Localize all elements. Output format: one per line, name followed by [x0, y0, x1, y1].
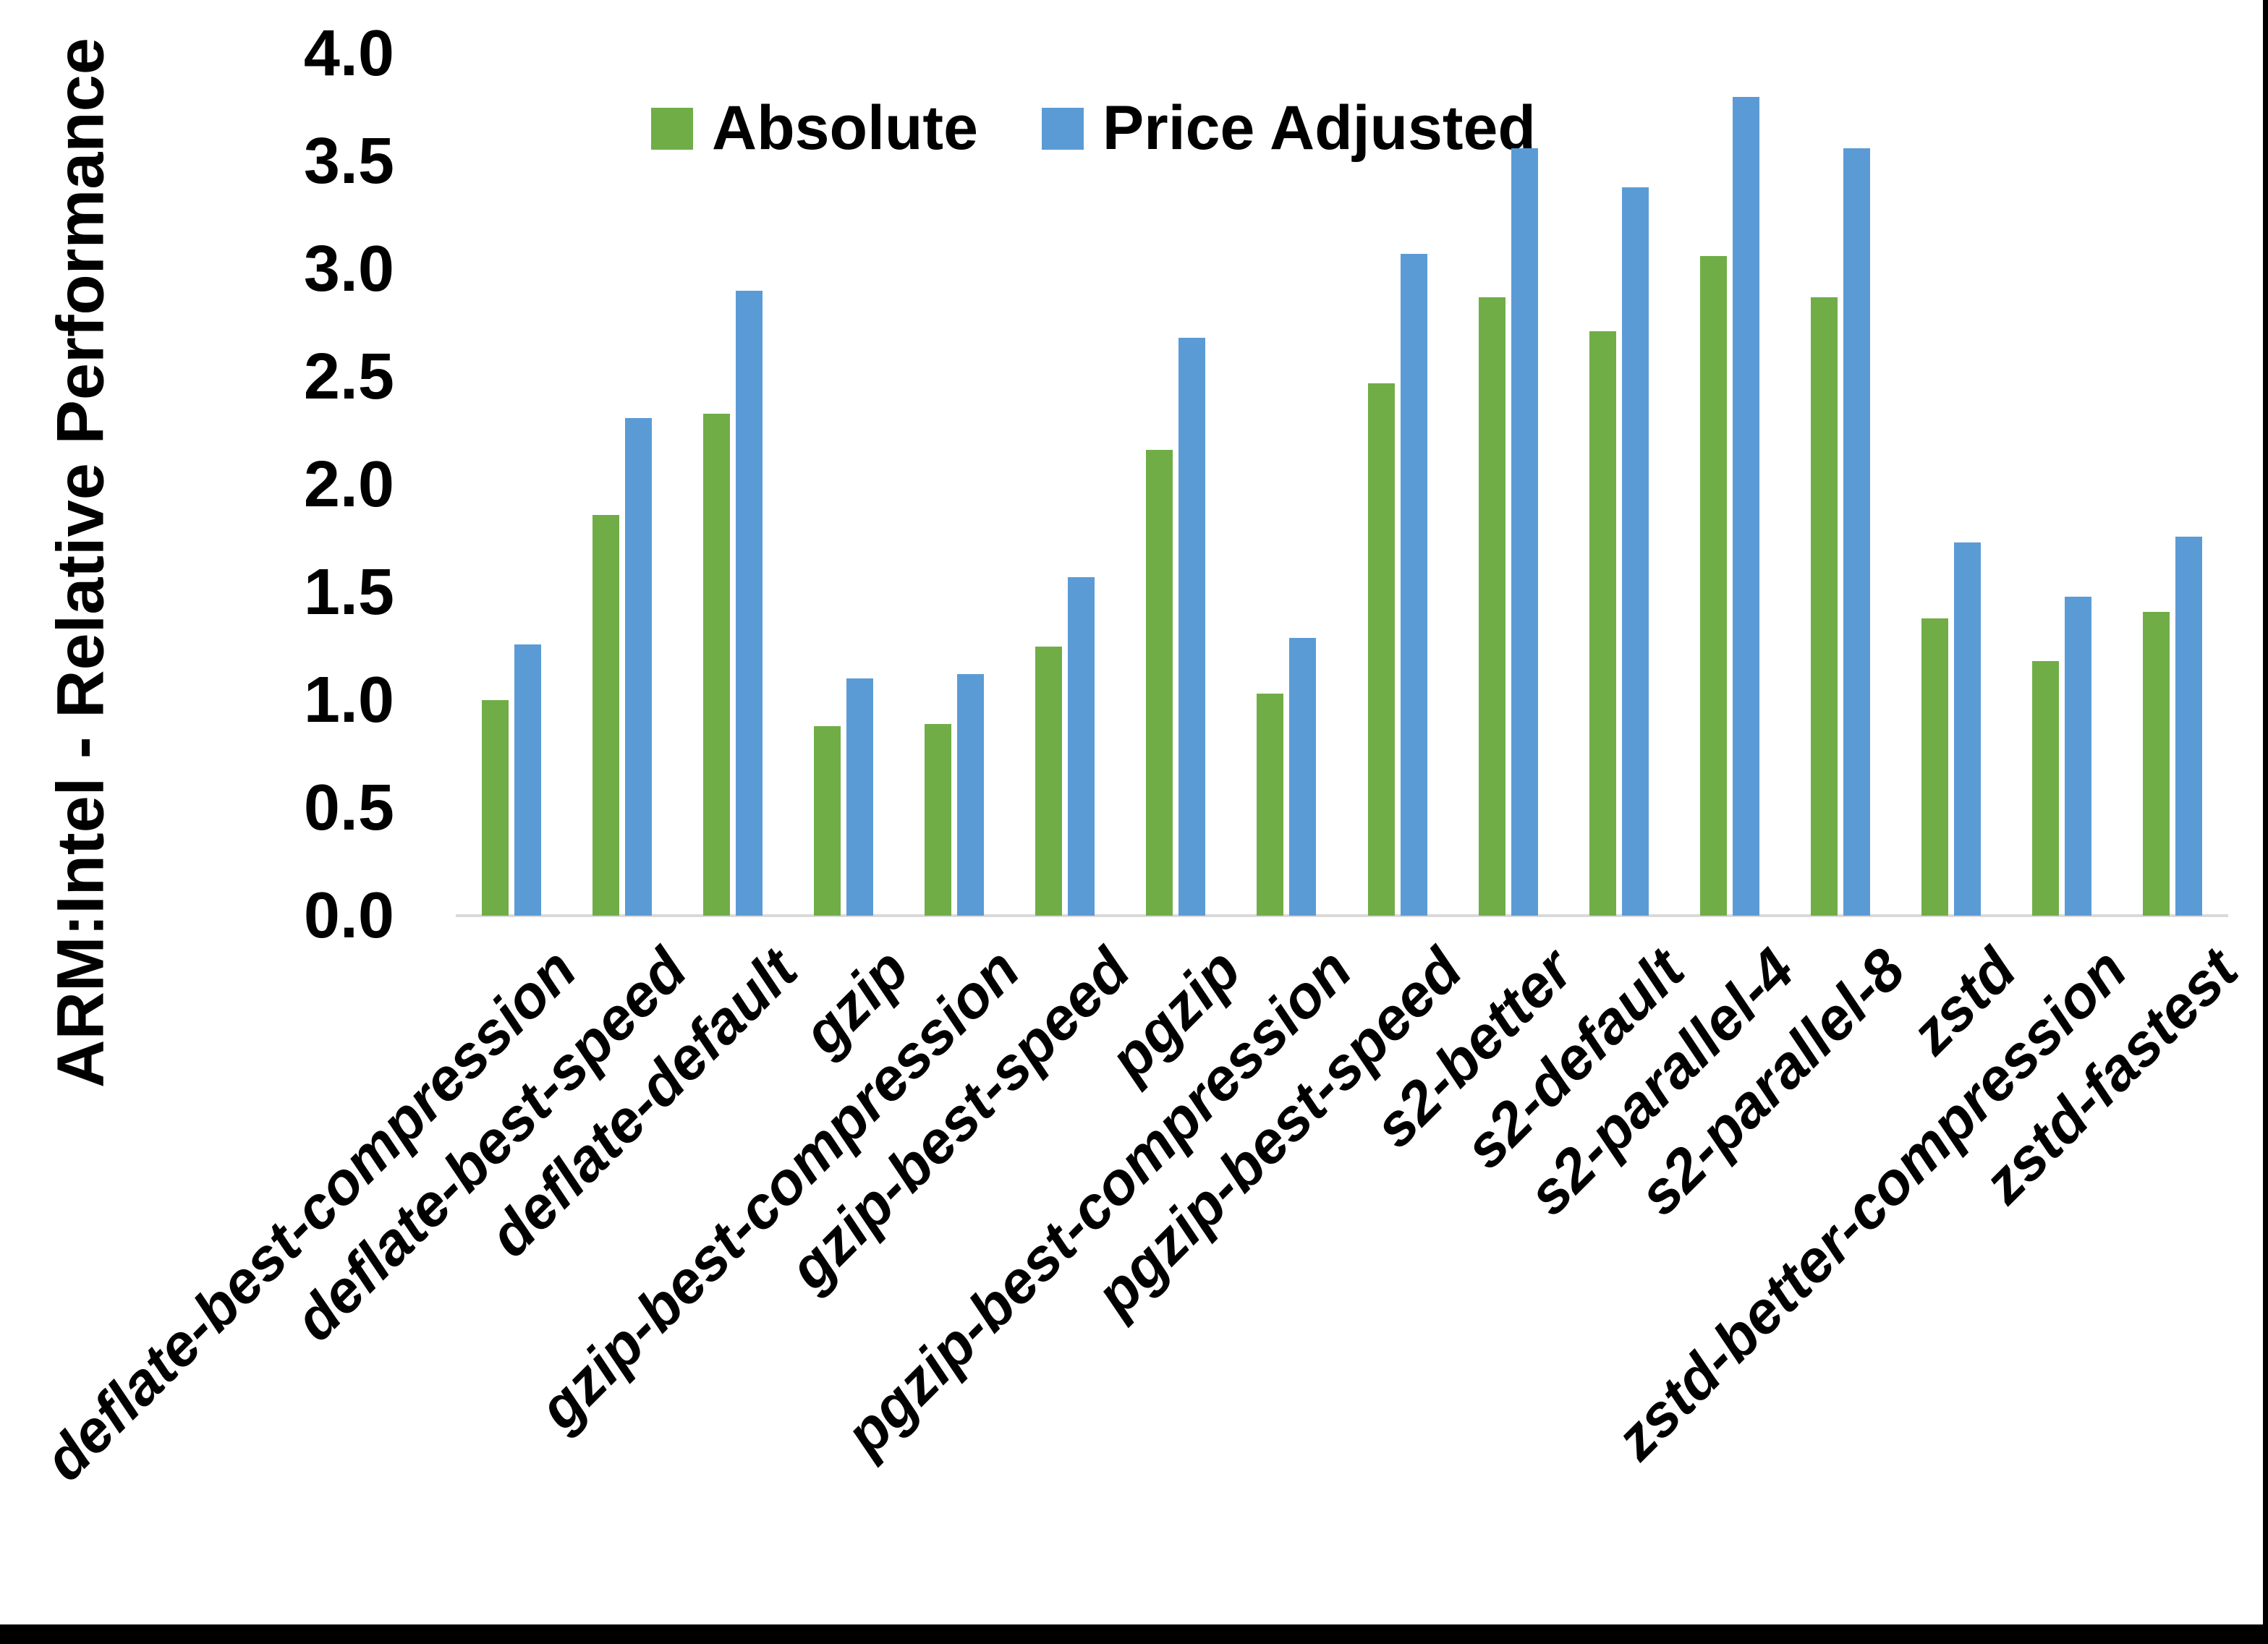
y-tick-label-1.5: 1.5: [303, 556, 394, 629]
image-right-border: [2263, 0, 2268, 1644]
legend-label-absolute: Absolute: [712, 93, 978, 163]
bar-absolute-zstd-better-compression: [2032, 661, 2060, 916]
image-bottom-border: [0, 1624, 2268, 1644]
legend-swatch-absolute-icon: [651, 107, 693, 150]
legend-label-price-adjusted: Price Adjusted: [1102, 93, 1536, 163]
y-tick-label-0.5: 0.5: [303, 772, 394, 844]
y-tick-label-3.0: 3.0: [303, 233, 394, 305]
bar-price-adjusted-zstd-fastest: [2175, 536, 2203, 916]
bar-absolute-s2-default: [1589, 331, 1616, 916]
y-tick-label-2.0: 2.0: [303, 448, 394, 521]
plot-area: [456, 54, 2228, 917]
bar-price-adjusted-pgzip-best-speed: [1400, 254, 1427, 916]
bar-absolute-s2-parallel-8: [1811, 297, 1838, 916]
y-axis-tick-labels: 0.0 0.5 1.0 1.5 2.0 2.5 3.0 3.5 4.0: [0, 0, 394, 1644]
bar-price-adjusted-gzip: [846, 678, 873, 916]
bar-price-adjusted-gzip-best-speed: [1068, 577, 1095, 916]
bar-price-adjusted-s2-default: [1621, 187, 1649, 916]
y-tick-label-4.0: 4.0: [303, 17, 394, 90]
bar-absolute-pgzip-best-compression: [1257, 694, 1284, 916]
bar-absolute-zstd-fastest: [2143, 611, 2170, 916]
bar-absolute-pgzip-best-speed: [1367, 383, 1395, 916]
y-tick-label-0.0: 0.0: [303, 880, 394, 952]
bar-absolute-gzip-best-speed: [1035, 646, 1063, 916]
bar-absolute-zstd: [1921, 618, 1949, 916]
bar-price-adjusted-pgzip-best-compression: [1289, 637, 1317, 916]
bar-price-adjusted-s2-parallel-4: [1732, 96, 1759, 916]
bar-absolute-s2-better: [1478, 297, 1505, 916]
y-tick-label-1.0: 1.0: [303, 664, 394, 736]
bar-price-adjusted-gzip-best-compression: [957, 674, 985, 916]
x-axis-line: [456, 914, 2228, 917]
bar-absolute-s2-parallel-4: [1699, 256, 1727, 916]
bar-price-adjusted-zstd: [1954, 542, 1982, 916]
bar-price-adjusted-s2-better: [1511, 148, 1538, 916]
bar-price-adjusted-s2-parallel-8: [1843, 148, 1871, 916]
legend: Absolute Price Adjusted: [651, 93, 1536, 164]
bar-price-adjusted-zstd-better-compression: [2065, 596, 2092, 916]
bar-absolute-gzip-best-compression: [925, 723, 952, 916]
bar-absolute-deflate-best-speed: [592, 514, 619, 916]
bar-absolute-deflate-best-compression: [481, 700, 509, 916]
y-tick-label-3.5: 3.5: [303, 125, 394, 197]
bar-absolute-deflate-default: [702, 413, 730, 916]
bar-price-adjusted-deflate-default: [735, 290, 763, 916]
bar-absolute-gzip: [813, 725, 841, 916]
bar-price-adjusted-deflate-best-speed: [624, 417, 652, 916]
bar-price-adjusted-pgzip: [1178, 338, 1206, 916]
x-axis-category-labels: deflate-best-compression deflate-best-spe…: [32, 936, 2251, 1587]
y-tick-label-2.5: 2.5: [303, 341, 394, 413]
bar-absolute-pgzip: [1146, 450, 1173, 916]
bar-price-adjusted-deflate-best-compression: [514, 644, 541, 916]
legend-swatch-price-adjusted-icon: [1041, 107, 1084, 150]
